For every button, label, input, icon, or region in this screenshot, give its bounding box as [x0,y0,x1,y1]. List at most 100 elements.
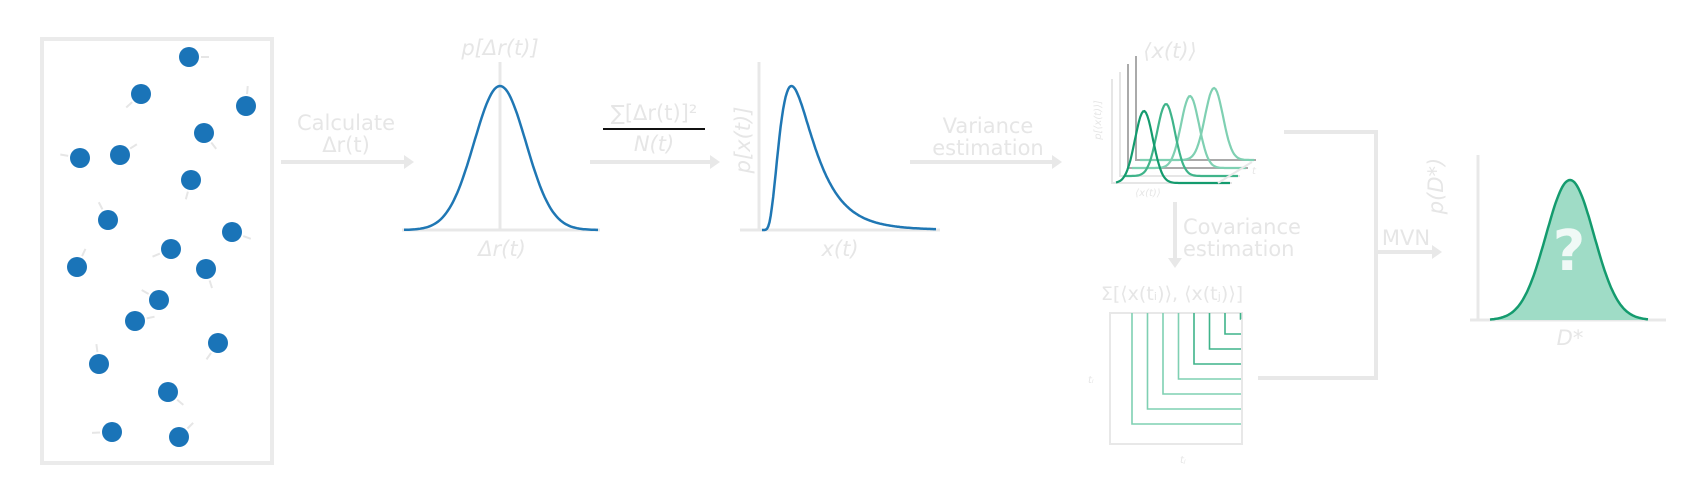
msd-pdf-curve [762,84,936,232]
posterior-xlabel: D* [1557,326,1584,350]
particle-motion-tick [246,85,249,95]
particle [67,257,87,277]
covariance-matrix-title: Σ[⟨x(tᵢ)⟩, ⟨x(tⱼ)⟩] [1101,283,1243,305]
particle [194,123,214,143]
covariance-contour [1146,313,1241,410]
particle-motion-tick [97,201,104,210]
particle-motion-tick [60,153,69,157]
variance-step: Variance estimation [910,114,1062,169]
multi-pdf-panel: ⟨x(t)⟩ p[⟨x(t)⟩] ⟨x(t)⟩ t [1093,39,1257,199]
particle [102,422,122,442]
mvn-bracket [1258,130,1378,380]
particle [70,148,90,168]
particle-group [60,47,256,447]
particle-box [40,37,274,465]
variance-label-line2: estimation [932,136,1043,160]
particle [149,290,169,310]
flow-arrowhead-2 [710,155,720,169]
particle-motion-tick [129,143,138,150]
covariance-contour [1239,313,1242,320]
flow-arrowhead-3 [1052,155,1062,169]
posterior-panel: p(D*) ? D* [1424,155,1666,350]
multi-pdf-layer-curve [1115,109,1230,185]
msd-pdf-xlabel: x(t) [820,237,858,261]
flow-arrowhead-4 [1432,245,1442,259]
covariance-col-label: tⱼ [1180,455,1186,466]
mvn-step: MVN [1258,130,1442,380]
multi-pdf-layer-axis [1135,56,1256,161]
covariance-contour [1177,313,1241,380]
particle [98,210,118,230]
displacement-pdf-curve [404,84,598,232]
particle [236,96,256,116]
multi-pdf-stack [1111,56,1256,185]
covariance-row-label: tᵢ [1088,375,1094,386]
covariance-contour [1224,313,1241,335]
posterior-ylabel: p(D*) [1424,158,1448,215]
covariance-label-line2: estimation [1183,237,1294,261]
particle-motion-tick [210,141,217,150]
covariance-step: Covariance estimation [1168,202,1301,268]
multi-pdf-xlabel: ⟨x(t)⟩ [1135,188,1161,199]
msd-formula-denominator: N(t) [634,132,674,156]
particle-motion-tick [184,191,189,200]
particle-motion-tick [146,315,155,320]
particle-motion-tick [141,289,150,295]
particle-motion-tick [242,235,252,240]
particle [169,427,189,447]
displacement-pdf-ylabel: p[Δr(t)] [460,36,538,60]
calculate-label-line1: Calculate [297,111,395,135]
particle [131,84,151,104]
particle [179,47,199,67]
particle-motion-tick [208,280,213,289]
particle [208,333,228,353]
covariance-contour [1193,313,1241,365]
msd-pdf-panel: p[x(t)] x(t) [731,62,940,261]
msd-pdf-ylabel: p[x(t)] [731,107,755,175]
variance-label-line1: Variance [943,114,1034,138]
displacement-pdf-panel: p[Δr(t)] Δr(t) [402,36,600,261]
covariance-contour [1208,313,1241,350]
posterior-area [1490,180,1648,320]
covariance-contour [1162,313,1241,395]
multi-pdf-zlabel: t [1252,166,1257,177]
multi-pdf-layer-curve [1140,86,1254,162]
particle [222,222,242,242]
posterior-unknown-mark: ? [1553,219,1585,284]
calculate-label-line2: Δr(t) [322,133,370,157]
particle-motion-tick [176,398,184,406]
multi-pdf-ylabel: p[⟨x(t)⟩] [1093,100,1104,141]
covariance-contour [1131,313,1241,425]
displacement-pdf-xlabel: Δr(t) [476,237,526,261]
particle-motion-tick [205,352,212,360]
particle-motion-tick [125,101,133,109]
particle-motion-tick [152,252,161,258]
particle-motion-tick [186,422,194,430]
covariance-label-line1: Covariance [1183,215,1301,239]
flow-arrowhead-down [1168,258,1182,268]
particle [196,259,216,279]
multi-pdf-title: ⟨x(t)⟩ [1143,39,1196,63]
flow-arrowhead-1 [404,155,414,169]
posterior-curve [1489,178,1649,321]
particle-motion-tick [81,248,87,257]
msd-formula-numerator: ∑[Δr(t)]² [611,101,698,125]
particle [110,145,130,165]
particle-motion-tick [95,344,99,353]
particle [161,239,181,259]
multi-pdf-depth-axis [1217,161,1253,184]
particle [181,170,201,190]
particle [125,311,145,331]
particle-panel [40,37,274,465]
calculate-step: Calculate Δr(t) [281,111,414,169]
msd-step: ∑[Δr(t)]² N(t) [590,101,720,169]
covariance-matrix-frame [1109,312,1243,445]
multi-pdf-layer-curve [1124,103,1238,178]
mvn-label: MVN [1382,226,1430,250]
particle [158,382,178,402]
covariance-matrix-panel: Σ[⟨x(tᵢ)⟩, ⟨x(tⱼ)⟩] tᵢ tⱼ [1088,283,1243,466]
multi-pdf-layer-curve [1132,94,1246,170]
covariance-matrix-contours [1131,313,1242,425]
particle [89,354,109,374]
